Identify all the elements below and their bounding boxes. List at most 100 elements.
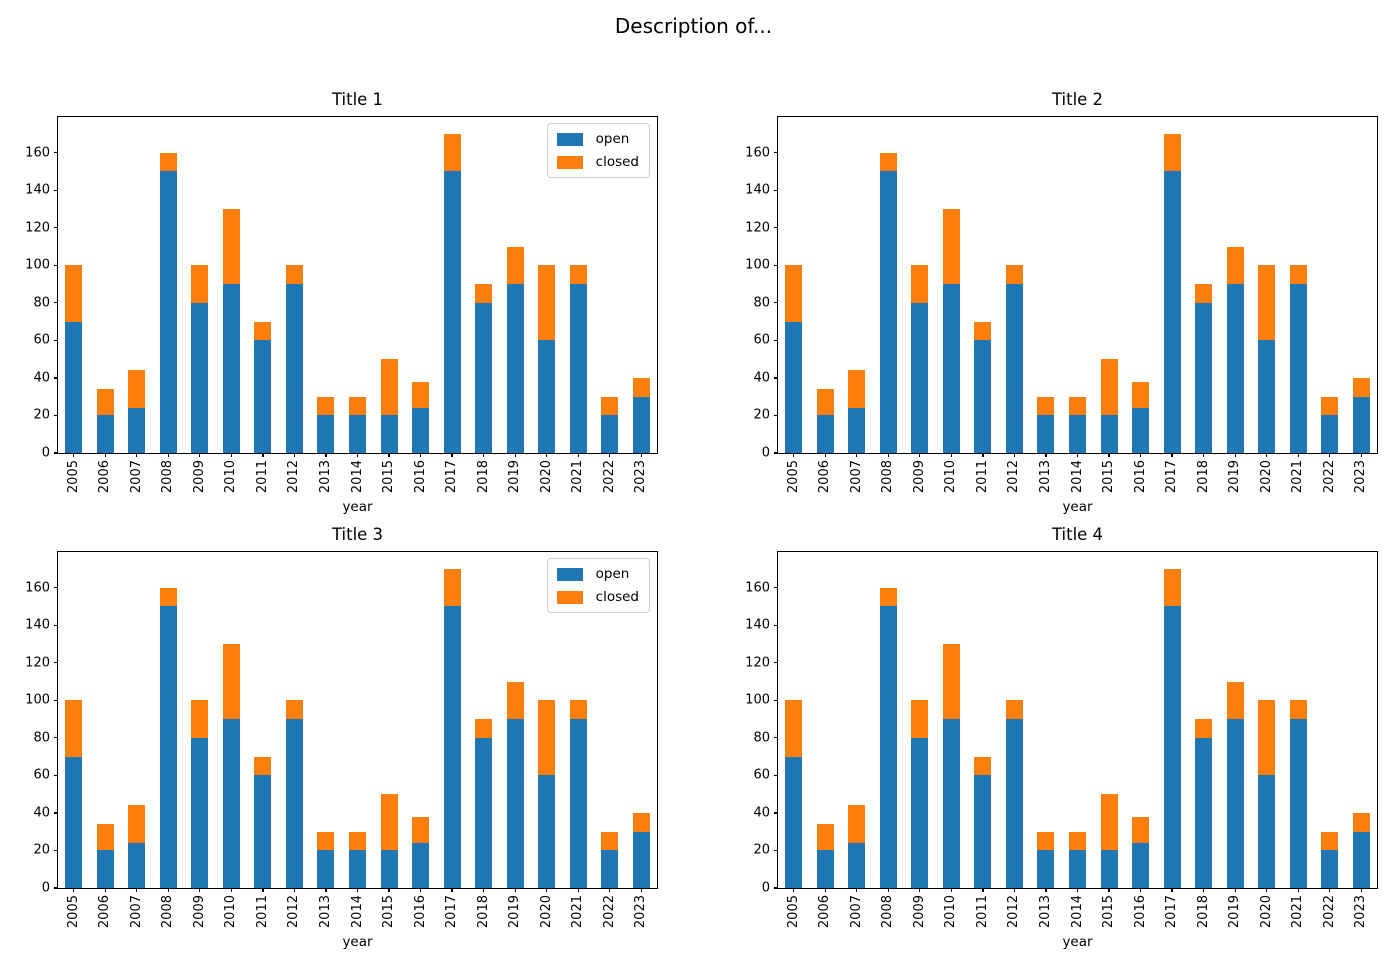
x-tick-mark [856, 888, 858, 892]
x-tick-mark [262, 453, 264, 457]
y-tick-mark [54, 302, 58, 304]
bar-2016-closed [412, 381, 430, 408]
y-tick-mark [774, 414, 778, 417]
x-tick-label: 2020 [538, 895, 554, 929]
x-tick-label: 2021 [570, 460, 586, 494]
bar-2013-closed [1037, 396, 1055, 416]
x-tick-mark [167, 888, 169, 892]
x-tick-mark [1360, 888, 1362, 892]
y-tick-label: 160 [25, 580, 50, 596]
bar-2022-open [1321, 415, 1339, 453]
bar-2022-open [601, 415, 619, 453]
bar-2007-closed [848, 805, 866, 843]
legend-entry-open: open [556, 131, 639, 147]
y-tick-label: 140 [745, 182, 770, 198]
x-axis-label: year [1062, 499, 1093, 515]
bar-2005-open [65, 321, 83, 453]
bar-2010-closed [222, 208, 240, 285]
bar-2015-open [1100, 415, 1118, 453]
x-axis-label: year [342, 934, 373, 950]
bar-2012-closed [1005, 265, 1023, 285]
x-tick-label: 2010 [943, 895, 959, 929]
legend-swatch-open [556, 567, 583, 581]
bar-2020-open [538, 775, 556, 888]
x-tick-label: 2015 [1101, 895, 1117, 929]
bar-2005-closed [785, 700, 803, 757]
x-tick-mark [514, 888, 516, 892]
x-tick-mark [73, 453, 75, 457]
bar-2015-closed [1100, 359, 1118, 416]
y-tick-label: 120 [25, 655, 50, 671]
x-tick-label: 2019 [507, 895, 523, 929]
x-tick-mark [793, 453, 795, 457]
bar-2018-closed [1195, 284, 1213, 303]
bar-2008-open [879, 171, 897, 453]
x-tick-mark [1297, 888, 1299, 892]
x-tick-mark [1266, 888, 1268, 892]
y-tick-label: 0 [41, 880, 50, 896]
bar-2014-closed [1069, 831, 1086, 851]
bar-2012-closed [285, 265, 303, 285]
x-tick-mark [1329, 888, 1331, 892]
y-tick-mark [54, 414, 58, 417]
y-tick-mark [774, 377, 778, 379]
x-tick-mark [982, 453, 984, 457]
x-tick-mark [356, 453, 359, 457]
x-tick-label: 2015 [381, 460, 397, 494]
x-tick-label: 2017 [1164, 460, 1180, 494]
bar-2013-closed [317, 396, 335, 416]
y-tick-mark [774, 737, 778, 739]
bar-2021-closed [1289, 265, 1307, 285]
y-tick-mark [774, 624, 778, 626]
x-tick-label: 2010 [943, 460, 959, 494]
x-tick-mark [1360, 453, 1362, 457]
bar-2018-closed [475, 719, 493, 738]
bar-2011-closed [254, 321, 272, 341]
x-tick-label: 2019 [1227, 460, 1243, 494]
x-tick-label: 2007 [848, 460, 864, 494]
y-tick-label: 20 [753, 407, 770, 423]
bar-2023-open [632, 396, 650, 453]
subplot-1: Title 1 0 20 40 60 80 100 120 140 160 2005 2006 2007… [25, 90, 658, 515]
bar-2016-open [412, 407, 430, 453]
y-tick-mark [774, 339, 778, 341]
x-tick-label: 2013 [317, 460, 333, 494]
y-tick-label: 140 [25, 617, 50, 633]
y-tick-label: 0 [761, 445, 770, 461]
x-tick-mark [1203, 453, 1205, 457]
x-tick-mark [136, 888, 138, 892]
x-tick-label: 2016 [1132, 460, 1148, 494]
x-tick-mark [919, 453, 921, 457]
bar-2018-open [1195, 302, 1213, 453]
x-tick-mark [262, 888, 264, 892]
x-tick-label: 2009 [191, 460, 207, 494]
bar-2007-open [848, 842, 866, 888]
bar-2019-closed [1226, 246, 1244, 285]
y-tick-mark [54, 377, 58, 379]
bar-2005-closed [65, 265, 83, 322]
bar-2006-open [816, 850, 834, 888]
bar-2012-open [1005, 284, 1023, 453]
x-tick-label: 2009 [911, 460, 927, 494]
x-tick-mark [887, 453, 889, 457]
bar-2016-closed [1132, 381, 1150, 408]
y-tick-label: 100 [745, 692, 770, 708]
y-tick-label: 100 [745, 257, 770, 273]
bar-2005-open [65, 756, 83, 888]
x-tick-label: 2014 [349, 895, 365, 929]
x-tick-mark [950, 453, 952, 457]
bar-2010-closed [942, 208, 960, 285]
x-tick-mark [1076, 888, 1079, 892]
y-tick-label: 40 [753, 805, 770, 821]
x-tick-mark [577, 453, 579, 457]
y-tick-label: 20 [33, 407, 50, 423]
bar-2019-open [1226, 284, 1244, 453]
bar-2023-closed [632, 812, 650, 832]
x-tick-mark [104, 888, 106, 892]
x-tick-label: 2011 [974, 460, 990, 494]
y-tick-mark [54, 189, 58, 191]
y-tick-mark [774, 452, 778, 454]
bar-2016-open [1132, 407, 1150, 453]
bar-2014-open [1069, 415, 1086, 453]
